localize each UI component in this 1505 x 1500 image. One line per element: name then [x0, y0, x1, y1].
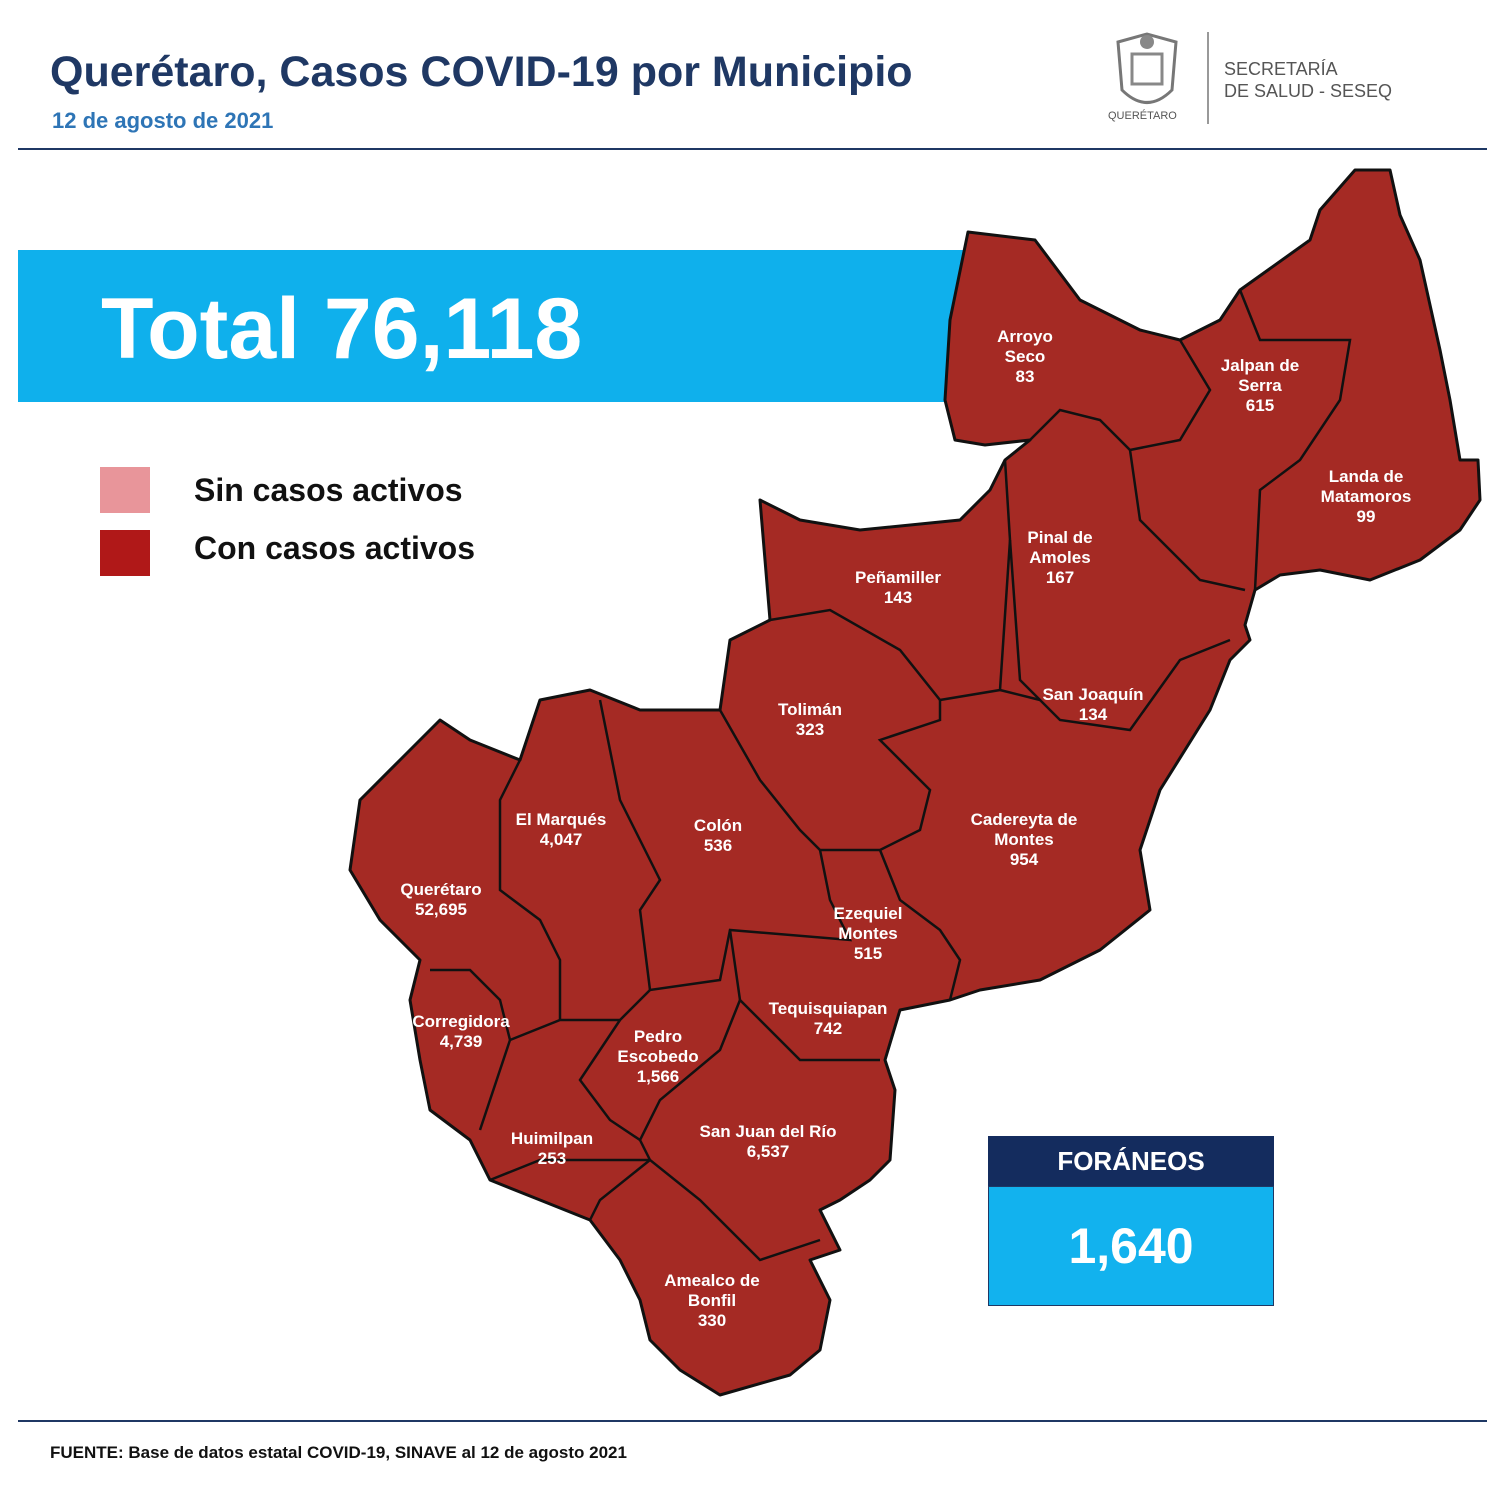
secretaria-line2: DE SALUD - SESEQ — [1224, 81, 1393, 101]
municipality-name: Tequisquiapan — [768, 999, 888, 1018]
municipality-cases: 954 — [1009, 850, 1039, 869]
municipality-label: Landa de Matamoros 99 — [1321, 467, 1412, 527]
municipality-label: Jalpan de Serra 615 — [1221, 356, 1299, 416]
total-cases: Total 76,118 — [101, 281, 583, 377]
state-outline — [348, 168, 1482, 1397]
secretaria-label: SECRETARÍA DE SALUD - SESEQ — [1224, 58, 1392, 102]
municipality-label: Peñamiller 143 — [855, 568, 941, 608]
municipality-cases: 52,695 — [415, 900, 467, 919]
municipality-label: Tequisquiapan 742 — [769, 999, 888, 1039]
municipality-cases: 253 — [537, 1149, 567, 1168]
municipality-cases: 4,739 — [439, 1032, 483, 1051]
logo-text: QUERÉTARO — [1108, 110, 1177, 122]
secretaria-line1: SECRETARÍA — [1224, 59, 1338, 79]
legend-label-sin-casos: Sin casos activos — [194, 472, 463, 508]
municipality-name: Corregidora — [412, 1012, 510, 1031]
foraneos-value: 1,640 — [988, 1186, 1274, 1306]
municipality-name: Pedro Escobedo — [617, 1027, 699, 1066]
queretaro-coat-of-arms-logo — [1116, 32, 1178, 104]
foraneos-header: FORÁNEOS — [988, 1136, 1274, 1186]
municipality-cases: 536 — [703, 836, 733, 855]
footer-rule — [18, 1420, 1487, 1422]
municipality-cases: 99 — [1356, 507, 1376, 526]
municipality-cases: 83 — [1015, 367, 1035, 386]
municipality-name: Jalpan de Serra — [1220, 356, 1300, 395]
municipality-cases: 742 — [813, 1019, 843, 1038]
municipality-name: Ezequiel Montes — [833, 904, 903, 943]
municipality-name: Querétaro — [400, 880, 482, 899]
municipality-label: Colón 536 — [694, 816, 742, 856]
municipality-label: Arroyo Seco 83 — [997, 327, 1053, 387]
total-banner: Total 76,118 — [18, 250, 968, 402]
legend-swatch-sin-casos — [100, 467, 150, 513]
source-note: FUENTE: Base de datos estatal COVID-19, … — [50, 1443, 627, 1462]
municipality-label: Corregidora 4,739 — [412, 1012, 509, 1052]
municipality-label: Amealco de Bonfil 330 — [664, 1271, 759, 1331]
municipality-cases: 6,537 — [746, 1142, 790, 1161]
municipality-label: San Juan del Río 6,537 — [700, 1122, 837, 1162]
municipality-label: Pedro Escobedo 1,566 — [617, 1027, 698, 1087]
municipality-name: Pinal de Amoles — [1027, 528, 1093, 567]
municipality-name: Arroyo Seco — [997, 327, 1053, 366]
municipality-label: Huimilpan 253 — [511, 1129, 593, 1169]
report-date: 12 de agosto de 2021 — [52, 108, 274, 133]
header-rule — [18, 148, 1487, 150]
municipality-name: Cadereyta de Montes — [970, 810, 1078, 849]
municipality-name: Landa de Matamoros — [1320, 467, 1412, 506]
municipality-cases: 515 — [853, 944, 883, 963]
municipality-cases: 167 — [1045, 568, 1075, 587]
municipality-cases: 134 — [1078, 705, 1108, 724]
legend-label-con-casos: Con casos activos — [194, 530, 475, 566]
municipality-name: Colón — [693, 816, 743, 835]
municipality-name: Tolimán — [778, 700, 842, 719]
municipality-name: San Juan del Río — [699, 1122, 837, 1141]
page-title: Querétaro, Casos COVID-19 por Municipio — [50, 48, 913, 96]
municipality-label: Cadereyta de Montes 954 — [971, 810, 1078, 870]
municipality-label: San Joaquín 134 — [1042, 685, 1143, 725]
municipality-cases: 4,047 — [539, 830, 583, 849]
legend-swatch-con-casos — [100, 530, 150, 576]
municipality-cases: 330 — [697, 1311, 727, 1330]
municipality-label: Tolimán 323 — [778, 700, 842, 740]
header-divider — [1207, 32, 1209, 124]
municipality-cases: 323 — [795, 720, 825, 739]
municipal-borders — [430, 289, 1352, 1262]
municipality-name: Amealco de Bonfil — [664, 1271, 760, 1310]
municipality-name: San Joaquín — [1042, 685, 1144, 704]
municipality-name: El Marqués — [515, 810, 607, 829]
municipality-label: Ezequiel Montes 515 — [834, 904, 903, 964]
municipality-label: El Marqués 4,047 — [516, 810, 607, 850]
municipality-label: Pinal de Amoles 167 — [1027, 528, 1092, 588]
municipality-cases: 143 — [883, 588, 913, 607]
municipality-name: Peñamiller — [855, 568, 941, 587]
municipality-cases: 615 — [1245, 396, 1275, 415]
municipality-name: Huimilpan — [510, 1129, 594, 1148]
municipality-cases: 1,566 — [636, 1067, 680, 1086]
municipality-label: Querétaro 52,695 — [400, 880, 481, 920]
